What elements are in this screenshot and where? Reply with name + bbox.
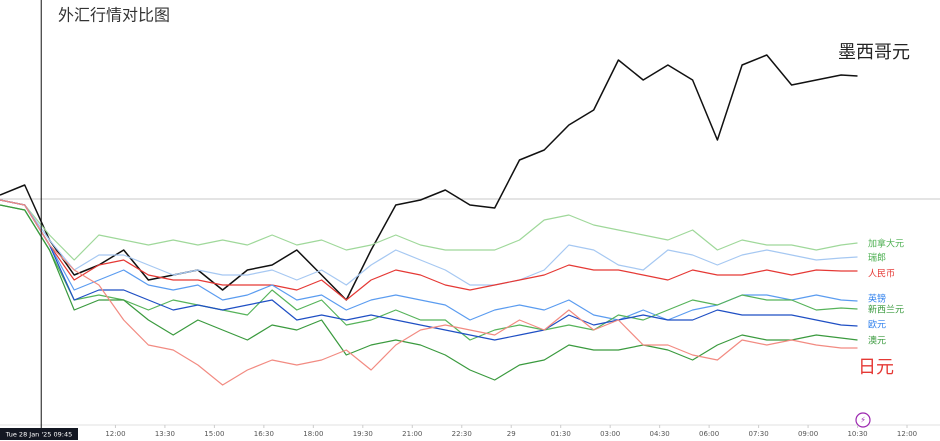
x-tick-label: 01:30	[551, 430, 571, 438]
cursor-label-box	[0, 428, 78, 440]
x-tick-label: 15:00	[204, 430, 224, 438]
series-line	[0, 199, 858, 261]
series-label: 英镑	[868, 293, 886, 305]
series-line	[0, 199, 858, 286]
x-tick-label: 10:30	[847, 430, 867, 438]
series-label: 澳元	[868, 335, 886, 347]
series-label: 新西兰元	[868, 304, 904, 316]
x-tick-label: 13:30	[155, 430, 175, 438]
x-tick-label: 29	[507, 430, 516, 438]
x-tick-label: 06:00	[699, 430, 719, 438]
plot	[0, 54, 858, 386]
x-tick-label: 21:00	[402, 430, 422, 438]
cursor-label: Tue 28 Jan '25 09:45	[5, 431, 72, 439]
x-tick-label: 12:00	[105, 430, 125, 438]
alert-icon-glyph: ⚡	[860, 416, 866, 425]
chart-title: 外汇行情对比图	[58, 6, 170, 25]
x-tick-label: 04:30	[650, 430, 670, 438]
series-line	[0, 54, 858, 301]
x-tick-label: 09:00	[798, 430, 818, 438]
x-tick-label: 16:30	[254, 430, 274, 438]
series-label: 欧元	[868, 319, 886, 331]
series-line	[0, 204, 858, 381]
x-tick-label: 19:30	[353, 430, 373, 438]
series-label: 加拿大元	[868, 238, 904, 250]
series-line	[0, 204, 858, 341]
series-line	[0, 199, 858, 386]
series-label: 瑞郎	[868, 252, 886, 264]
x-tick-label: 07:30	[749, 430, 769, 438]
x-tick-label: 18:00	[303, 430, 323, 438]
series-label: 墨西哥元	[838, 42, 910, 63]
x-tick-label: 12:00	[897, 430, 917, 438]
x-tick-label: 03:00	[600, 430, 620, 438]
series-line	[0, 199, 858, 301]
x-tick-label: 22:30	[452, 430, 472, 438]
alert-icon[interactable]	[855, 412, 871, 428]
series-label: 人民币	[868, 269, 895, 280]
series-label: 日元	[858, 357, 894, 378]
